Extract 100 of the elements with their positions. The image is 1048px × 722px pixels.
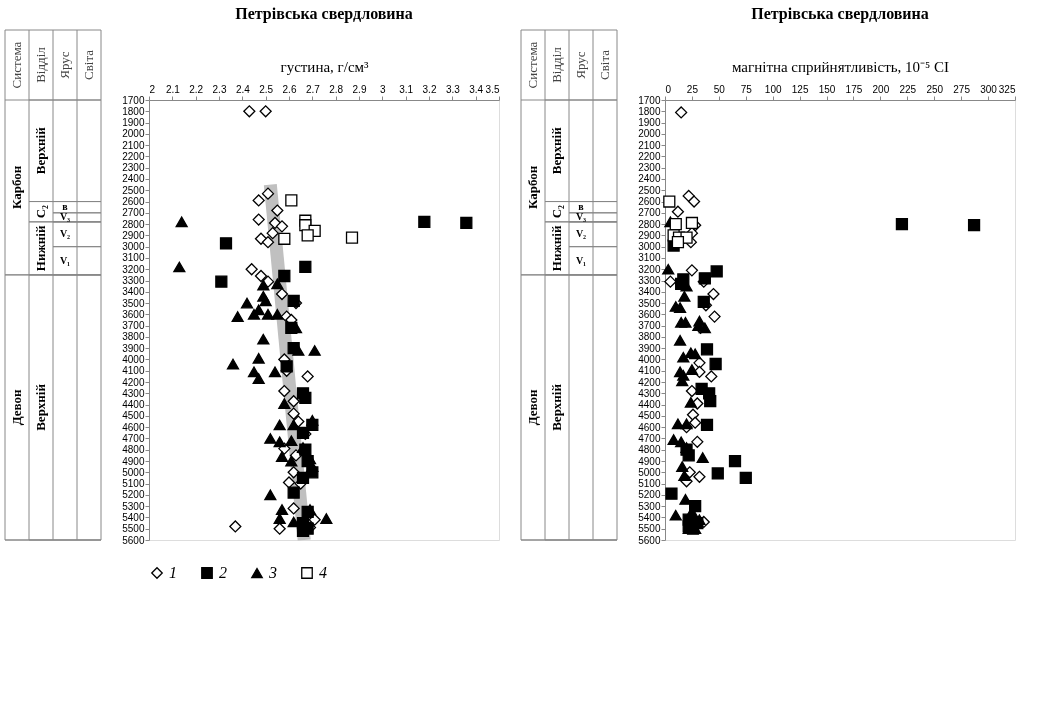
y-tick-label: 4900 [122,455,145,467]
y-tick-label: 5200 [638,489,661,501]
text: Ярус [57,51,72,79]
x-tick-label: 2.3 [212,83,227,95]
y-tick-label: 4200 [638,376,661,388]
y-tick-label: 2000 [638,128,661,140]
y-tick-label: 3300 [122,275,145,287]
text: Верхній [549,126,564,175]
text: Верхній [549,383,564,431]
y-tick-label: 4800 [122,444,145,456]
y-tick-label: 3000 [638,241,661,253]
y-tick-label: 2400 [638,173,661,185]
y-tick-label: 1900 [638,117,661,129]
y-tick-label: 2100 [638,139,661,151]
y-tick-label: 3900 [638,342,661,354]
y-tick-label: 4600 [638,421,661,433]
x-tick-label: 275 [953,83,971,95]
x-tick-label: 25 [686,83,699,95]
y-tick-label: 1700 [122,94,145,106]
x-axis-title: магнітна сприйнятливість, 10⁻⁵ СІ [731,58,950,75]
x-tick-label: 2 [149,83,156,95]
text: C₂ [549,204,564,219]
y-tick-label: 2600 [122,196,145,208]
x-tick-label: 3.2 [422,83,437,95]
x-tick-label: 200 [872,83,890,95]
x-tick-label: 3 [380,83,387,95]
x-tick-label: 3.1 [399,83,414,95]
text: Нижній [549,225,564,272]
chart-title: Петрівська свердловина [751,4,929,23]
y-tick-label: 4700 [122,432,145,444]
y-tick-label: 2300 [638,162,661,174]
x-tick-label: 2.8 [329,83,344,95]
x-tick-label: 250 [926,83,944,95]
y-tick-label: 4500 [638,410,661,422]
y-tick-label: 4300 [122,387,145,399]
y-tick-label: 3600 [122,308,145,320]
y-tick-label: 3700 [638,320,661,332]
text: Система [525,41,540,89]
x-tick-label: 150 [818,83,836,95]
text: Система [9,41,24,89]
text: Верхній [33,383,48,431]
y-tick-label: 3000 [122,241,145,253]
text: Ярус [573,51,588,79]
text: в [62,201,69,213]
text: V₁ [59,254,71,266]
text: Карбон [525,165,540,210]
y-tick-label: 2700 [638,207,661,219]
y-tick-label: 4000 [122,353,145,365]
y-tick-label: 3900 [122,342,145,354]
text: Карбон [9,165,24,210]
y-tick-label: 1800 [638,105,661,117]
text: Відділ [33,46,48,83]
y-tick-label: 3100 [122,252,145,264]
text: V₃ [575,211,587,223]
y-tick-label: 4200 [122,376,145,388]
x-tick-label: 2.2 [189,83,204,95]
y-tick-label: 3100 [638,252,661,264]
y-tick-label: 2900 [122,229,145,241]
y-tick-label: 5500 [122,523,145,535]
legend-label: 1 [169,564,177,581]
y-tick-label: 4400 [122,399,145,411]
y-tick-label: 4600 [122,421,145,433]
x-tick-label: 225 [899,83,917,95]
legend-label: 4 [319,564,327,581]
y-tick-label: 5600 [122,534,145,546]
y-tick-label: 1700 [638,94,661,106]
x-tick-label: 3.4 [469,83,484,95]
y-tick-label: 4500 [122,410,145,422]
text: Верхній [33,126,48,175]
y-tick-label: 1800 [122,105,145,117]
y-tick-label: 2200 [638,150,661,162]
y-tick-label: 4900 [638,455,661,467]
legend-label: 2 [219,564,227,581]
y-tick-label: 5300 [638,500,661,512]
x-tick-label: 50 [713,83,726,95]
y-tick-label: 5100 [122,478,145,490]
x-tick-label: 125 [791,83,809,95]
y-tick-label: 4100 [638,365,661,377]
y-tick-label: 3600 [638,308,661,320]
x-tick-label: 2.9 [352,83,367,95]
y-tick-label: 3200 [638,263,661,275]
y-tick-label: 3800 [122,331,145,343]
text: Девон [9,389,24,426]
x-tick-label: 2.5 [259,83,274,95]
y-tick-label: 2700 [122,207,145,219]
text: V₁ [575,254,587,266]
y-tick-label: 2500 [122,184,145,196]
x-tick-label: 325 [998,83,1016,95]
text: Нижній [33,225,48,272]
text: в [578,201,585,213]
x-tick-label: 3.3 [445,83,461,95]
y-tick-label: 5300 [122,500,145,512]
x-axis-title: густина, г/см³ [280,58,370,75]
x-tick-label: 100 [764,83,782,95]
x-tick-label: 300 [980,83,998,95]
y-tick-label: 3700 [122,320,145,332]
y-tick-label: 3300 [638,275,661,287]
y-tick-label: 5400 [638,511,661,523]
y-tick-label: 3500 [638,297,661,309]
y-tick-label: 2300 [122,162,145,174]
